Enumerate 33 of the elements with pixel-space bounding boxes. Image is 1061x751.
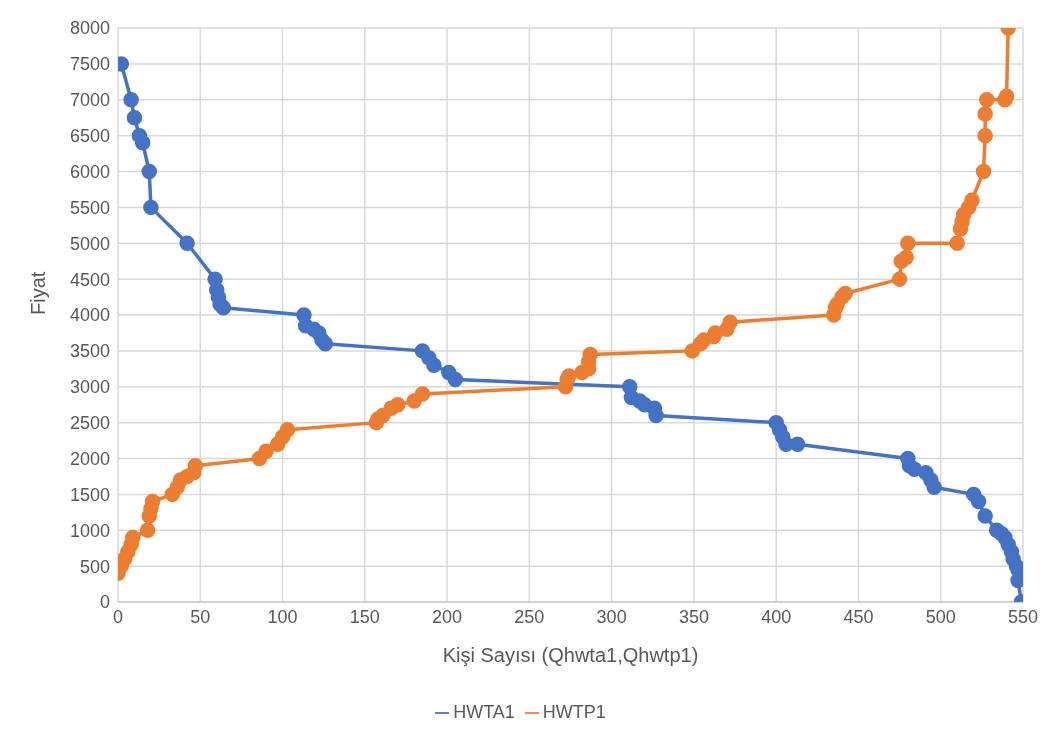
y-tick-label: 0 (99, 592, 110, 613)
x-tick-label: 400 (761, 606, 792, 627)
y-tick-label: 5500 (69, 197, 110, 218)
legend-label: HWTA1 (453, 702, 515, 722)
x-tick-label: 100 (267, 606, 298, 627)
x-tick-label: 300 (596, 606, 627, 627)
y-tick-label: 1500 (69, 484, 110, 505)
y-tick-label: 6500 (69, 126, 110, 147)
y-tick-label: 2500 (69, 413, 110, 434)
x-tick-label: 450 (843, 606, 874, 627)
y-tick-label: 1000 (69, 520, 110, 541)
legend-label: HWTP1 (542, 702, 606, 722)
y-tick-label: 5000 (69, 233, 110, 254)
x-tick-label: 350 (678, 606, 709, 627)
x-tick-label: 250 (514, 606, 545, 627)
x-tick-label: 550 (1007, 606, 1039, 627)
y-tick-label: 7500 (69, 54, 110, 75)
y-tick-label: 2000 (69, 448, 110, 469)
y-tick-label: 3500 (69, 341, 110, 362)
y-tick-label: 4500 (69, 269, 110, 290)
y-tick-label: 4000 (69, 305, 110, 326)
y-axis-title: Fiyat (27, 271, 50, 315)
y-tick-label: 8000 (69, 18, 110, 39)
x-tick-label: 50 (190, 606, 211, 627)
y-tick-label: 3000 (69, 377, 110, 398)
x-tick-label: 150 (349, 606, 380, 627)
x-tick-label: 0 (112, 606, 124, 627)
y-tick-label: 500 (79, 556, 110, 577)
y-tick-label: 7000 (69, 90, 110, 111)
y-tick-label: 6000 (69, 161, 110, 182)
x-tick-label: 500 (925, 606, 956, 627)
x-axis-title: Kişi Sayısı (Qhwta1,Qhwtp1) (442, 644, 699, 666)
x-tick-label: 200 (432, 606, 463, 627)
